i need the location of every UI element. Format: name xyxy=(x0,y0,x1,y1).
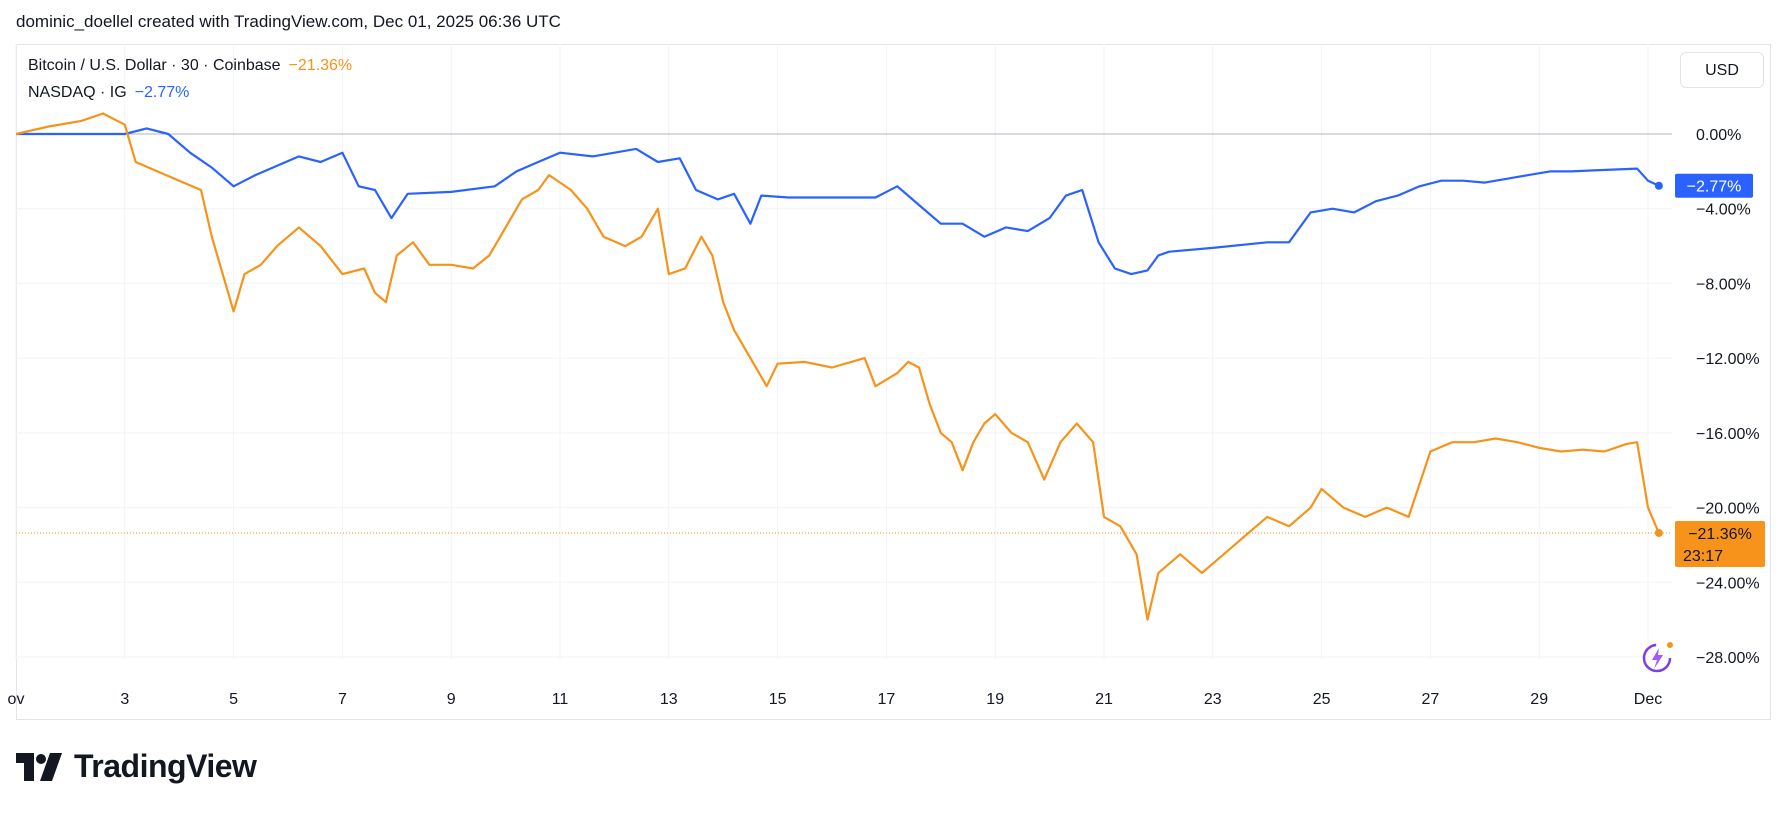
chart-credit: dominic_doellel created with TradingView… xyxy=(16,12,561,31)
x-tick-label: 5 xyxy=(229,691,238,708)
btc-series-last-point xyxy=(1654,528,1663,537)
x-tick-label: 9 xyxy=(447,691,456,708)
series-layer xyxy=(15,112,1663,621)
legend-ndx-change: −2.77% xyxy=(134,84,190,101)
x-tick-label: 3 xyxy=(120,691,129,708)
y-tick-label: 0.00% xyxy=(1696,127,1741,144)
time-scale: ov 3 5 7 9 11 13 15 17 19 21 23 25 27 29 Dec xyxy=(8,691,1663,708)
x-tick-label: 7 xyxy=(338,691,347,708)
y-tick-label: −8.00% xyxy=(1696,276,1751,293)
x-tick-label: ov xyxy=(8,691,25,708)
btc-series-line xyxy=(15,112,1660,621)
x-tick-label: 23 xyxy=(1204,691,1222,708)
x-tick-label: 15 xyxy=(769,691,787,708)
btc-value-text: −21.36% xyxy=(1688,526,1752,543)
y-tick-label: −16.00% xyxy=(1696,426,1760,443)
footer-brand: TradingView xyxy=(16,748,257,785)
legend-ndx-symbol: NASDAQ · IG xyxy=(28,84,127,101)
x-tick-label: Dec xyxy=(1634,691,1662,708)
x-tick-label: 29 xyxy=(1530,691,1548,708)
legend-btc[interactable]: Bitcoin / U.S. Dollar · 30 · Coinbase −21… xyxy=(28,57,352,75)
btc-countdown-text: 23:17 xyxy=(1683,548,1723,565)
ai-sparkle-icon[interactable] xyxy=(1637,636,1677,676)
btc-value-tag xyxy=(1675,520,1765,567)
ndx-series-line xyxy=(16,127,1660,276)
tradingview-wordmark: TradingView xyxy=(74,748,257,784)
x-tick-label: 19 xyxy=(986,691,1004,708)
legend-btc-change: −21.36% xyxy=(288,57,353,74)
x-tick-label: 21 xyxy=(1095,691,1113,708)
tradingview-logo-icon xyxy=(16,752,62,781)
grid-layer xyxy=(15,44,1672,660)
ndx-value-text: −2.77% xyxy=(1687,179,1742,196)
last-value-labels: −2.77% −21.36% 23:17 xyxy=(1675,173,1765,567)
ndx-value-tag xyxy=(1675,173,1753,198)
y-tick-label: −24.00% xyxy=(1696,575,1760,592)
x-tick-label: 17 xyxy=(878,691,896,708)
ndx-series-last-point xyxy=(1654,181,1663,190)
x-tick-label: 11 xyxy=(552,691,569,708)
y-tick-label: −4.00% xyxy=(1696,202,1751,219)
currency-button[interactable]: USD xyxy=(1680,52,1764,88)
price-scale: 0.00% −4.00% −8.00% −12.00% −16.00% −20.00% −2… xyxy=(1696,127,1760,667)
legend-ndx[interactable]: NASDAQ · IG −2.77% xyxy=(28,84,189,102)
y-tick-label: −28.00% xyxy=(1696,650,1760,667)
x-tick-label: 25 xyxy=(1313,691,1331,708)
legend-btc-symbol: Bitcoin / U.S. Dollar · 30 · Coinbase xyxy=(28,57,281,74)
zero-line-layer xyxy=(16,133,1672,534)
x-tick-label: 27 xyxy=(1422,691,1440,708)
y-tick-label: −20.00% xyxy=(1696,501,1760,518)
y-tick-label: −12.00% xyxy=(1696,351,1760,368)
x-tick-label: 13 xyxy=(660,691,678,708)
